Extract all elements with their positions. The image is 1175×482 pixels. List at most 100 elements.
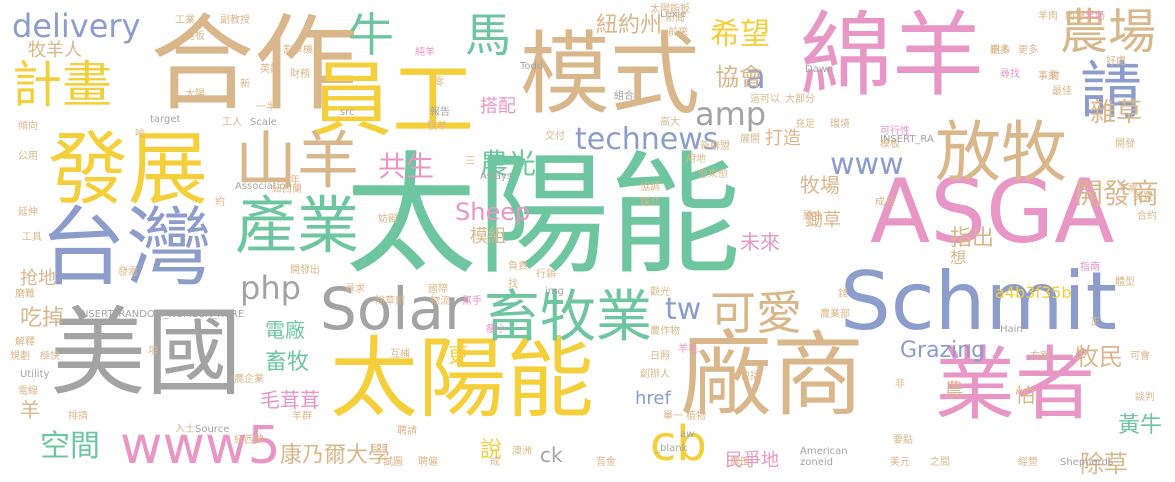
- cloud-word: 正: [1090, 317, 1100, 328]
- cloud-word: 年: [290, 175, 300, 186]
- cloud-word: 農: [945, 380, 963, 401]
- cloud-word: 試圖: [383, 457, 403, 468]
- cloud-word: 美國: [50, 297, 242, 409]
- cloud-word: 用地: [686, 154, 706, 165]
- cloud-word: 農業部: [820, 309, 850, 320]
- cloud-word: 太陽: [185, 89, 205, 100]
- cloud-word: cb: [650, 416, 707, 472]
- cloud-word: 經營: [1018, 457, 1038, 468]
- cloud-word: 太陽能: [345, 139, 741, 293]
- cloud-word: 台灣: [40, 198, 212, 298]
- cloud-word: Grazing: [900, 338, 986, 363]
- cloud-word: 合作: [150, 3, 359, 125]
- cloud-word: Sheep: [455, 198, 531, 226]
- cloud-word: 之間: [930, 457, 950, 468]
- cloud-word: 非: [895, 379, 905, 390]
- cloud-word: Scale: [250, 117, 277, 128]
- cloud-word: American: [800, 446, 848, 457]
- cloud-word: 羊毛: [678, 344, 698, 355]
- cloud-word: 入士: [175, 424, 195, 435]
- cloud-word: 肉源: [1065, 11, 1085, 22]
- cloud-word: 傾向: [18, 121, 38, 132]
- cloud-word: 羊群: [292, 411, 312, 422]
- cloud-word: 成長: [875, 197, 895, 208]
- cloud-word: www: [830, 147, 904, 182]
- cloud-word: 尋求: [345, 284, 365, 295]
- cloud-word: 農作物: [650, 326, 680, 337]
- cloud-word: 純羊: [415, 47, 435, 58]
- cloud-word: target: [150, 114, 181, 125]
- cloud-word: 要點: [893, 435, 913, 446]
- cloud-word: 更: [448, 343, 468, 367]
- cloud-word: 物流: [430, 296, 450, 307]
- cloud-word: 紐西蘭: [272, 184, 302, 195]
- cloud-word: 日照: [650, 351, 670, 362]
- cloud-word: 羊肉: [1038, 11, 1058, 22]
- cloud-word: 新: [240, 79, 250, 90]
- cloud-word: 開發商: [1075, 177, 1160, 210]
- cloud-word: 延伸: [18, 207, 38, 218]
- cloud-word: Lexie: [660, 9, 687, 20]
- cloud-word: 採買: [1133, 192, 1153, 203]
- cloud-word: 搭配: [480, 96, 516, 117]
- cloud-word: 報告: [430, 107, 450, 118]
- cloud-word: 農場: [1060, 4, 1157, 60]
- cloud-word: 紐西蘭: [234, 435, 264, 446]
- cloud-word: 規劃: [10, 351, 30, 362]
- cloud-word: 聘請: [397, 426, 417, 437]
- cloud-word: 瘦小: [486, 324, 506, 335]
- cloud-word: 康乃爾大學: [280, 443, 391, 468]
- cloud-word: 農田: [730, 457, 750, 468]
- cloud-word: img: [545, 286, 564, 297]
- cloud-word: 產業: [235, 189, 360, 262]
- cloud-word: 三: [465, 156, 475, 167]
- cloud-word: 交付: [545, 131, 565, 142]
- cloud-word: 空間: [40, 429, 100, 464]
- cloud-word: 植物: [686, 411, 706, 422]
- cloud-word: 放牧: [935, 114, 1067, 191]
- cloud-word: 合約: [1137, 211, 1157, 222]
- cloud-word: 牧羊: [427, 121, 447, 132]
- cloud-word: 英歡: [260, 64, 280, 75]
- cloud-word: 解釋: [15, 337, 35, 348]
- cloud-word: 希望: [710, 17, 770, 52]
- cloud-word: src: [340, 107, 355, 118]
- cloud-word: 單一: [663, 411, 683, 422]
- cloud-word: 電廠: [265, 318, 305, 342]
- cloud-word: 體型: [1115, 277, 1135, 288]
- cloud-word: 廠商: [680, 322, 865, 429]
- cloud-word: 牧羊人: [28, 40, 82, 61]
- cloud-word: 牧場: [800, 173, 840, 197]
- cloud-word: 怕: [1015, 383, 1035, 407]
- cloud-word: 包括: [740, 371, 760, 382]
- cloud-word: 割草機: [283, 45, 313, 56]
- cloud-word: 羊: [20, 398, 40, 422]
- cloud-word: 說: [480, 438, 503, 463]
- cloud-word: 談判: [1135, 392, 1155, 403]
- cloud-word: 零: [434, 77, 444, 88]
- cloud-word: Source: [195, 424, 230, 435]
- cloud-word: 發展: [48, 123, 208, 216]
- cloud-word: 吃掉: [20, 306, 65, 331]
- cloud-word: 協調: [640, 182, 660, 193]
- cloud-word: amp: [695, 95, 767, 133]
- cloud-word: 雜草: [1090, 98, 1143, 128]
- cloud-word: Hain: [1000, 324, 1023, 335]
- cloud-word: 妨礙: [378, 214, 398, 225]
- cloud-word: 愈來愈: [698, 169, 728, 180]
- cloud-word: 能板: [185, 31, 205, 42]
- cloud-word: 抢地: [20, 268, 56, 289]
- cloud-word: 創辦人: [640, 369, 670, 380]
- cloud-word: 開發出: [290, 265, 320, 276]
- cloud-word: 幫手: [462, 296, 482, 307]
- cloud-word: a4b3f35b: [995, 283, 1072, 302]
- cloud-word: 行銷: [536, 269, 556, 280]
- cloud-word: 電線: [18, 386, 38, 397]
- cloud-word: 副教授: [220, 15, 250, 26]
- cloud-word: 約: [215, 197, 225, 208]
- cloud-word: 好處: [1106, 56, 1126, 67]
- cloud-word: 聘僱: [418, 457, 438, 468]
- cloud-word: ASGA: [870, 160, 1115, 263]
- cloud-word: 一半: [256, 102, 276, 113]
